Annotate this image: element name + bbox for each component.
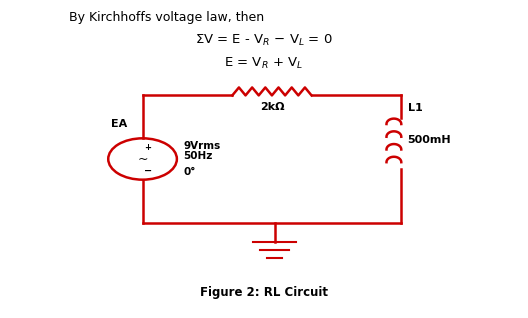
Text: By Kirchhoffs voltage law, then: By Kirchhoffs voltage law, then	[69, 11, 264, 24]
Text: 9Vrms: 9Vrms	[183, 141, 221, 151]
Text: +: +	[144, 143, 152, 152]
Text: 2kΩ: 2kΩ	[260, 102, 284, 112]
Text: −: −	[144, 165, 152, 175]
Text: Figure 2: RL Circuit: Figure 2: RL Circuit	[200, 286, 328, 299]
Text: EA: EA	[111, 119, 127, 129]
Text: 500mH: 500mH	[408, 135, 451, 145]
Text: L1: L1	[408, 103, 422, 113]
Text: 50Hz: 50Hz	[183, 151, 213, 161]
Text: 0°: 0°	[183, 167, 195, 177]
Text: ~: ~	[137, 153, 148, 165]
Text: E = V$_R$ + V$_L$: E = V$_R$ + V$_L$	[224, 56, 304, 71]
Text: $\Sigma$V = E - V$_R$ $-$ V$_L$ = 0: $\Sigma$V = E - V$_R$ $-$ V$_L$ = 0	[195, 33, 333, 48]
